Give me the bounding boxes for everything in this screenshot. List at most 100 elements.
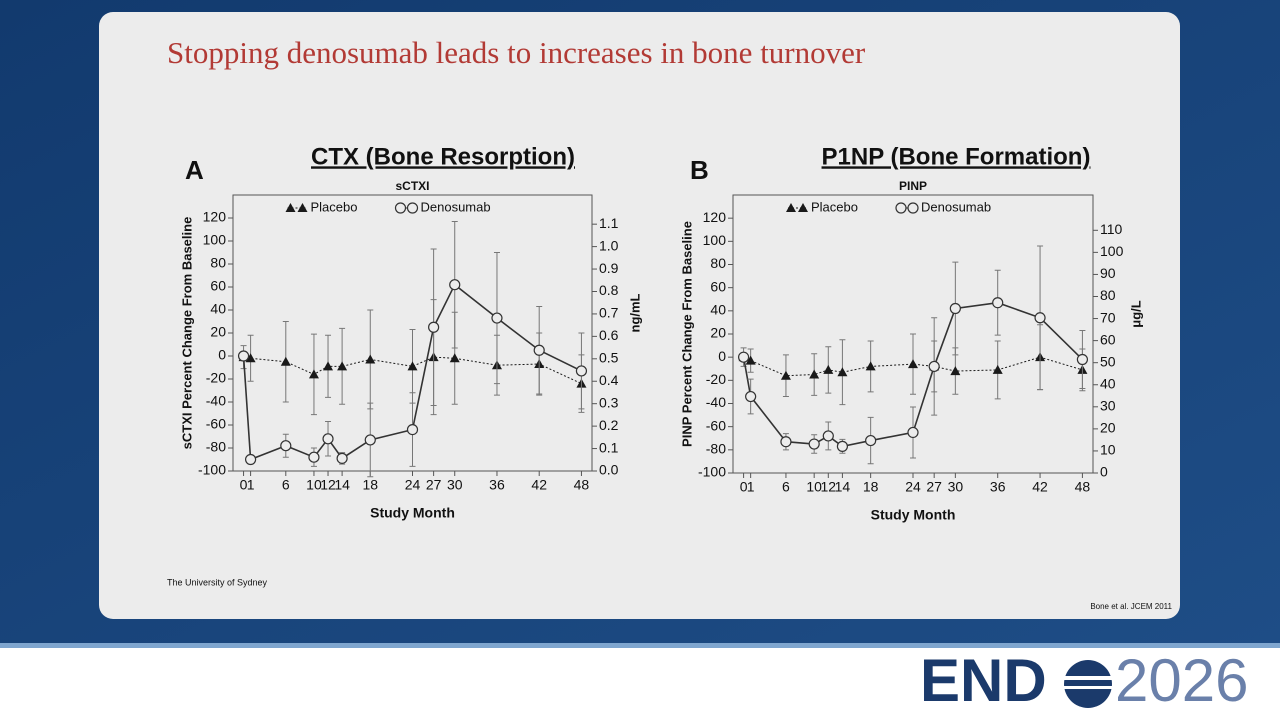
y-tick-label: 60 xyxy=(210,278,226,294)
logo-globe xyxy=(1062,660,1114,708)
y2-tick-label: 1.0 xyxy=(599,237,619,253)
y-tick-label: 100 xyxy=(703,232,727,248)
y2-tick-label: 0.6 xyxy=(599,327,619,343)
marker xyxy=(280,440,292,452)
marker xyxy=(336,452,348,464)
marker xyxy=(780,370,791,380)
marker xyxy=(1034,312,1046,324)
chart-heading: CTX (Bone Resorption) xyxy=(311,143,575,170)
marker xyxy=(323,361,334,371)
y2-tick-label: 70 xyxy=(1100,309,1116,325)
y-tick-label: -100 xyxy=(698,464,726,480)
marker xyxy=(808,438,820,450)
panel-label: A xyxy=(185,155,204,185)
y-tick-label: 40 xyxy=(210,301,226,317)
y-tick-label: -20 xyxy=(206,370,226,386)
legend-item: Placebo xyxy=(786,199,858,214)
logo-year: 2026 xyxy=(1115,647,1248,714)
legend-label: Placebo xyxy=(311,199,358,214)
footer-left: The University of Sydney xyxy=(167,577,268,587)
marker xyxy=(786,203,796,212)
marker xyxy=(745,355,756,365)
marker xyxy=(809,369,820,379)
marker xyxy=(407,361,418,371)
marker xyxy=(244,453,257,466)
y-tick-label: -20 xyxy=(706,371,726,387)
legend-item: Placebo xyxy=(285,199,358,214)
marker xyxy=(285,203,296,212)
y2-tick-label: 110 xyxy=(1100,221,1123,237)
marker xyxy=(308,451,320,463)
marker xyxy=(1076,353,1089,366)
y2-tick-label: 10 xyxy=(1100,442,1116,458)
y2-tick-label: 0.7 xyxy=(599,305,619,321)
marker xyxy=(237,350,250,362)
marker xyxy=(394,202,407,214)
marker xyxy=(406,202,419,214)
y2-tick-label: 90 xyxy=(1100,265,1116,281)
marker xyxy=(837,367,848,377)
marker xyxy=(737,351,750,363)
marker xyxy=(895,202,907,214)
y2-tick-label: 20 xyxy=(1100,420,1116,436)
y-tick-label: 0 xyxy=(718,348,726,364)
panel xyxy=(99,12,1180,619)
marker xyxy=(364,434,376,446)
y2-tick-label: 80 xyxy=(1100,287,1116,303)
y2-tick-label: 0.3 xyxy=(599,394,619,410)
series xyxy=(737,245,1089,465)
y2-tick-label: 0.5 xyxy=(599,350,619,366)
y2-tick-label: 1.1 xyxy=(599,215,619,231)
y2-tick-label: 0.1 xyxy=(599,439,619,455)
marker xyxy=(823,364,834,374)
y2-tick-label: 0.2 xyxy=(599,417,619,433)
marker xyxy=(928,360,940,373)
slide-title: Stopping denosumab leads to increases in… xyxy=(167,35,866,70)
x-tick-label: 24 xyxy=(905,479,921,495)
x-tick-label: 27 xyxy=(426,477,442,493)
y-tick-label: 120 xyxy=(703,209,727,225)
marker xyxy=(992,297,1004,309)
marker xyxy=(245,353,256,363)
legend-label: Placebo xyxy=(811,199,858,214)
panel-label: B xyxy=(690,155,709,185)
x-tick-label: 30 xyxy=(447,477,463,493)
y-tick-label: -80 xyxy=(206,439,226,455)
chart-title: sCTXI xyxy=(395,179,429,193)
footer-right: Bone et al. JCEM 2011 xyxy=(1090,602,1172,611)
x-tick-label: 48 xyxy=(574,477,590,493)
x-tick-label: 10 xyxy=(806,479,822,495)
marker xyxy=(406,424,419,436)
chart-heading: P1NP (Bone Formation) xyxy=(822,143,1091,170)
marker xyxy=(308,369,319,379)
marker xyxy=(992,364,1003,374)
x-tick-label: 0 xyxy=(740,479,748,495)
y-tick-label: 20 xyxy=(210,324,226,340)
marker xyxy=(798,203,808,212)
marker xyxy=(491,312,503,324)
y-tick-label: -60 xyxy=(206,416,226,432)
x-tick-label: 18 xyxy=(362,477,378,493)
marker xyxy=(533,344,545,356)
y-axis-label: sCTXI Percent Change From Baseline xyxy=(179,217,194,450)
y2-tick-label: 40 xyxy=(1100,375,1116,391)
y2-tick-label: 0 xyxy=(1100,464,1108,480)
legend-label: Denosumab xyxy=(421,199,491,214)
y2-tick-label: 100 xyxy=(1100,243,1124,259)
x-tick-label: 14 xyxy=(835,479,851,495)
x-tick-label: 36 xyxy=(489,477,505,493)
marker xyxy=(950,366,961,376)
marker xyxy=(428,321,440,333)
y-tick-label: -60 xyxy=(706,417,726,433)
y-axis-label: PINP Percent Change From Baseline xyxy=(679,221,694,447)
y-tick-label: 100 xyxy=(203,232,227,248)
y-tick-label: -80 xyxy=(706,441,726,457)
marker xyxy=(337,361,348,371)
marker xyxy=(322,433,334,445)
x-tick-label: 6 xyxy=(282,477,290,493)
y2-tick-label: 0.8 xyxy=(599,282,619,298)
x-tick-label: 30 xyxy=(948,479,964,495)
y2-axis-label: ng/mL xyxy=(627,293,642,332)
